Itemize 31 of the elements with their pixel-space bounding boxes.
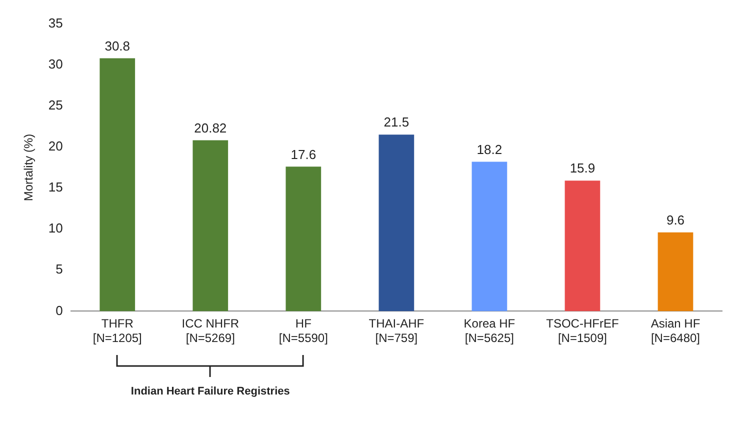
bar (378, 134, 414, 312)
x-tick-label: THFR [N=1205] (92, 316, 142, 346)
data-label: 9.6 (666, 212, 685, 228)
y-axis-title: Mortality (%) (22, 134, 36, 202)
data-label: 30.8 (104, 38, 130, 54)
data-label: 20.82 (194, 120, 227, 136)
y-tick-label: 30 (48, 56, 63, 72)
text: Indian Heart Failure Registries (130, 386, 290, 398)
bar (100, 58, 136, 312)
y-tick-label: 25 (48, 97, 63, 112)
y-tick-label: 20 (48, 138, 63, 154)
data-label: 15.9 (570, 160, 596, 176)
bar (564, 180, 600, 312)
bar (192, 140, 228, 312)
x-tick-label: THAI-AHF [N=759] (368, 316, 424, 346)
x-tick-label: ICC NHFR [N=5269] (182, 316, 240, 346)
bar (286, 166, 322, 312)
y-tick-label: 0 (56, 302, 63, 318)
data-label: 21.5 (384, 114, 410, 130)
x-tick-label: TSOC-HFrEF [N=1509] (546, 316, 619, 346)
y-tick-label: 15 (48, 180, 63, 195)
bar (658, 232, 694, 312)
y-tick-label: 35 (48, 15, 63, 30)
x-tick-label: HF [N=5590] (278, 316, 328, 346)
data-label: 18.2 (476, 142, 502, 157)
bar (472, 162, 508, 312)
y-tick-label: 10 (48, 220, 63, 236)
y-tick-label: 5 (56, 262, 63, 277)
x-tick-label: Asian HF [N=6480] (650, 316, 700, 346)
data-label: 17.6 (290, 146, 316, 162)
x-tick-label: Korea HF [N=5625] (464, 316, 516, 346)
